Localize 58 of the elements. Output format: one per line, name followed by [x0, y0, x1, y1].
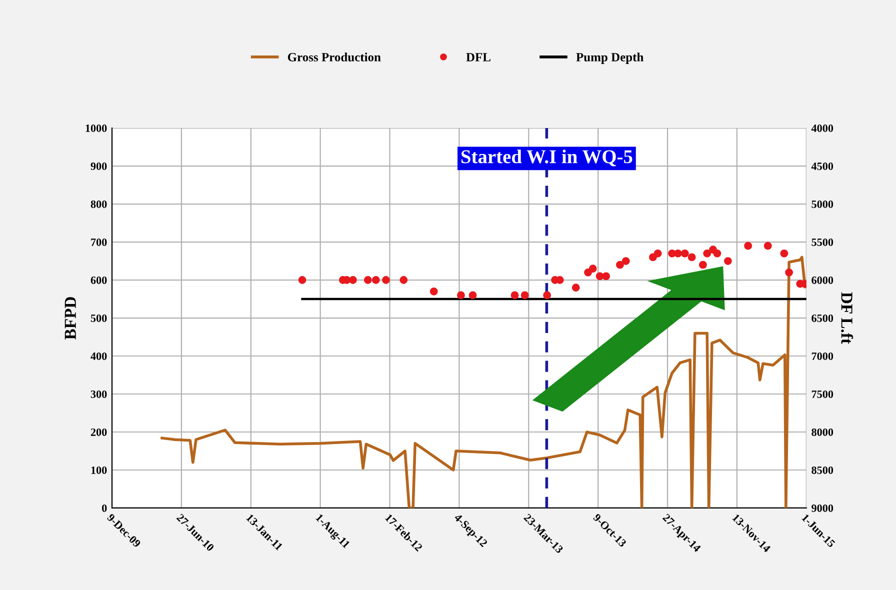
y-tick-label: 900: [90, 162, 107, 170]
y-tick-label: 400: [90, 352, 107, 360]
point: [602, 272, 610, 280]
y2-tick-label: 8500: [812, 466, 834, 474]
y2-axis-title: DF L.ft: [841, 292, 854, 344]
legend-label: Gross Production: [288, 52, 381, 62]
point: [785, 268, 793, 276]
point: [588, 264, 597, 273]
point: [468, 291, 477, 300]
point: [596, 272, 604, 280]
point: [698, 260, 707, 269]
point: [680, 249, 689, 258]
y2-tick-label: 4500: [811, 162, 834, 170]
point: [430, 287, 438, 296]
point: [510, 291, 519, 300]
point: [744, 242, 752, 250]
point: [543, 291, 551, 300]
point: [572, 284, 580, 292]
y-tick-label: 1000: [86, 124, 107, 132]
y2-tick-label: 5500: [812, 238, 834, 246]
point: [780, 249, 788, 258]
point: [688, 253, 696, 262]
ref-line-label: Started W.I in WQ-5: [461, 150, 632, 166]
point: [382, 276, 390, 284]
point: [622, 257, 630, 265]
y-tick-label: 200: [90, 428, 107, 436]
y2-tick-label: 9000: [812, 504, 834, 512]
y-axis-title: BFPD: [64, 297, 76, 340]
point: [654, 249, 662, 258]
y2-tick-label: 7500: [812, 390, 834, 398]
point: [456, 291, 465, 300]
point: [713, 249, 722, 258]
legend-label: Pump Depth: [576, 52, 644, 64]
y2-tick-label: 5000: [812, 200, 834, 208]
y2-tick-label: 8000: [812, 428, 834, 436]
point: [764, 242, 772, 250]
y2-tick-label: 6000: [812, 276, 834, 284]
point: [520, 291, 529, 300]
y2-tick-label: 6500: [812, 314, 834, 322]
point: [349, 276, 357, 284]
y2-tick-label: 4000: [811, 124, 834, 132]
y-tick-label: 0: [102, 504, 107, 512]
y2-tick-label: 7000: [812, 352, 834, 360]
point: [400, 276, 408, 284]
point: [364, 276, 372, 284]
point: [372, 276, 380, 284]
point: [703, 249, 712, 258]
y-tick-label: 700: [91, 238, 107, 246]
line-series: [160, 256, 806, 508]
y-tick-label: 800: [90, 200, 107, 208]
point: [298, 276, 306, 284]
y-tick-label: 100: [91, 466, 107, 474]
y-tick-label: 500: [90, 314, 107, 322]
legend-label: DFL: [466, 53, 490, 62]
y-tick-label: 600: [90, 276, 107, 284]
point: [616, 260, 624, 269]
point: [724, 257, 732, 265]
y-tick-label: 300: [90, 390, 107, 398]
